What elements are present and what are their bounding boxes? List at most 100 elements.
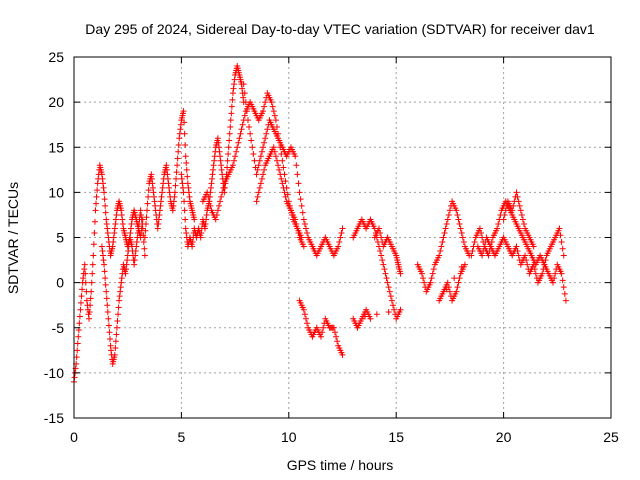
data-point-sat-a bbox=[92, 207, 99, 214]
data-point-sat-a bbox=[91, 218, 98, 225]
data-point-sat-b bbox=[103, 295, 110, 302]
data-point-sat-i bbox=[387, 293, 394, 300]
data-point-sat-g bbox=[277, 171, 284, 178]
data-point-sat-a bbox=[99, 175, 106, 182]
x-axis-label: GPS time / hours bbox=[287, 457, 394, 473]
y-axis-label: SDTVAR / TECUs bbox=[5, 182, 21, 294]
data-point-sat-h bbox=[331, 329, 338, 336]
data-point-sat-m bbox=[524, 261, 531, 268]
data-point-sat-d bbox=[180, 184, 187, 191]
data-point-sat-i bbox=[373, 311, 380, 318]
data-point-sat-c bbox=[144, 200, 151, 207]
data-point-sat-a bbox=[83, 297, 90, 304]
data-point-sat-g bbox=[257, 180, 264, 187]
data-point-sat-g bbox=[300, 243, 307, 250]
data-point-sat-k bbox=[439, 239, 446, 246]
data-point-sat-n bbox=[521, 220, 528, 227]
data-point-sat-m bbox=[479, 252, 486, 259]
data-point-sat-a bbox=[94, 187, 101, 194]
data-point-sat-f bbox=[264, 126, 271, 133]
data-point-sat-n bbox=[519, 216, 526, 223]
data-point-sat-c bbox=[159, 184, 166, 191]
data-point-sat-a bbox=[91, 229, 98, 236]
data-point-sat-k bbox=[453, 207, 460, 214]
data-point-sat-d bbox=[181, 207, 188, 214]
data-point-sat-i bbox=[380, 261, 387, 268]
data-point-sat-l bbox=[558, 270, 565, 277]
data-point-sat-b bbox=[116, 293, 123, 300]
data-point-sat-d bbox=[203, 216, 210, 223]
data-point-sat-b bbox=[102, 275, 109, 282]
data-point-sat-b bbox=[105, 322, 112, 329]
data-point-sat-m bbox=[514, 248, 521, 255]
data-point-sat-f bbox=[260, 144, 267, 151]
data-point-sat-c bbox=[164, 175, 171, 182]
x-tick-label: 5 bbox=[178, 429, 186, 445]
data-point-sat-e bbox=[241, 112, 248, 119]
data-point-sat-f bbox=[262, 135, 269, 142]
data-point-sat-d bbox=[202, 225, 209, 232]
data-point-sat-c bbox=[185, 189, 192, 196]
data-point-sat-m bbox=[531, 266, 538, 273]
data-point-sat-i bbox=[377, 248, 384, 255]
data-point-sat-e bbox=[207, 202, 214, 209]
data-point-sat-f bbox=[263, 130, 270, 137]
data-point-sat-a bbox=[110, 239, 117, 246]
data-point-sat-c bbox=[163, 162, 170, 169]
data-point-sat-j bbox=[376, 225, 383, 232]
data-point-sat-k bbox=[430, 266, 437, 273]
data-point-sat-b bbox=[132, 252, 139, 259]
data-point-sat-f bbox=[242, 99, 249, 106]
data-point-sat-f bbox=[301, 220, 308, 227]
data-point-sat-b bbox=[111, 351, 118, 358]
data-point-sat-k bbox=[445, 211, 452, 218]
data-point-sat-k bbox=[441, 229, 448, 236]
data-point-sat-g bbox=[256, 184, 263, 191]
data-point-sat-a bbox=[89, 270, 96, 277]
data-point-sat-k bbox=[461, 261, 468, 268]
data-point-sat-d bbox=[180, 189, 187, 196]
data-point-sat-d bbox=[181, 198, 188, 205]
data-point-sat-d bbox=[209, 171, 216, 178]
data-point-sat-b bbox=[101, 268, 108, 275]
y-tick-label: -15 bbox=[44, 410, 64, 426]
data-point-sat-i bbox=[382, 270, 389, 277]
x-tick-label: 0 bbox=[70, 429, 78, 445]
data-point-sat-b bbox=[134, 234, 141, 241]
data-point-sat-g bbox=[292, 216, 299, 223]
data-point-sat-d bbox=[183, 229, 190, 236]
data-point-sat-f bbox=[299, 209, 306, 216]
data-point-sat-a bbox=[86, 308, 93, 315]
data-point-sat-a bbox=[100, 184, 107, 191]
data-point-sat-g bbox=[258, 175, 265, 182]
data-point-sat-c bbox=[155, 220, 162, 227]
data-point-sat-n bbox=[509, 207, 516, 214]
data-point-sat-h bbox=[302, 315, 309, 322]
data-point-sat-c bbox=[177, 121, 184, 128]
data-point-sat-a bbox=[86, 315, 93, 322]
data-point-sat-n bbox=[530, 243, 537, 250]
data-point-sat-d bbox=[189, 243, 196, 250]
data-point-sat-k bbox=[460, 239, 467, 246]
chart-title: Day 295 of 2024, Sidereal Day-to-day VTE… bbox=[85, 21, 595, 37]
data-point-sat-k bbox=[437, 248, 444, 255]
data-point-sat-e bbox=[262, 99, 269, 106]
data-point-sat-e bbox=[271, 112, 278, 119]
data-point-sat-d bbox=[225, 151, 232, 158]
data-point-sat-b bbox=[123, 261, 130, 268]
data-point-sat-i bbox=[388, 297, 395, 304]
data-point-sat-e bbox=[280, 164, 287, 171]
data-point-sat-i bbox=[367, 315, 374, 322]
data-point-sat-g bbox=[261, 166, 268, 173]
data-point-sat-f bbox=[243, 108, 250, 115]
data-point-sat-a bbox=[101, 196, 108, 203]
data-point-sat-a bbox=[90, 241, 97, 248]
data-point-sat-d bbox=[203, 211, 210, 218]
data-point-sat-h bbox=[300, 306, 307, 313]
data-point-sat-f bbox=[254, 166, 261, 173]
data-point-sat-g bbox=[273, 157, 280, 164]
data-point-sat-k bbox=[440, 234, 447, 241]
data-point-sat-k bbox=[443, 220, 450, 227]
data-point-sat-i bbox=[383, 275, 390, 282]
data-point-sat-e bbox=[204, 189, 211, 196]
